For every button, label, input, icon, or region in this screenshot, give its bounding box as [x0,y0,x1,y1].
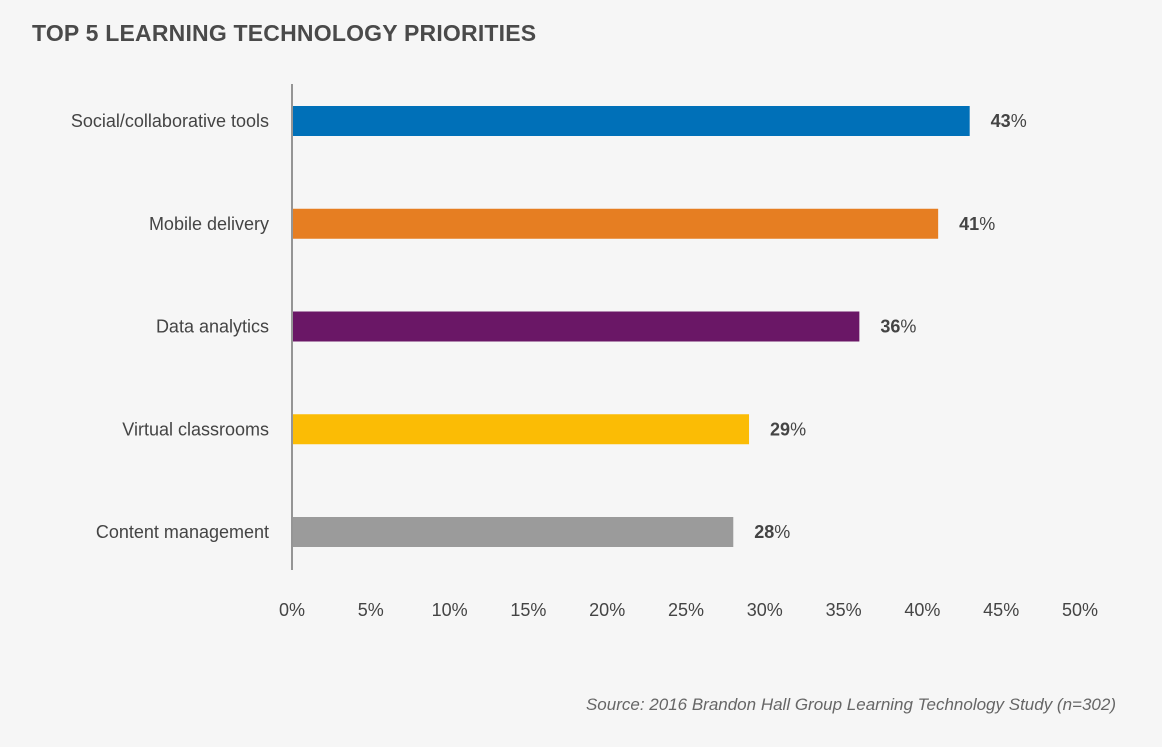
bar [293,311,860,342]
category-label: Content management [96,522,269,542]
value-label: 43% [991,111,1027,131]
x-tick-label: 5% [358,600,384,620]
x-tick-label: 20% [589,600,625,620]
x-tick-label: 25% [668,600,704,620]
value-label: 28% [754,522,790,542]
x-tick-label: 35% [826,600,862,620]
category-label: Mobile delivery [149,214,269,234]
source-note: Source: 2016 Brandon Hall Group Learning… [585,695,1116,714]
value-label: 41% [959,214,995,234]
x-tick-label: 15% [510,600,546,620]
chart-title: TOP 5 LEARNING TECHNOLOGY PRIORITIES [32,20,537,46]
bar [293,517,734,547]
category-label: Virtual classrooms [122,419,269,439]
x-tick-label: 0% [279,600,305,620]
bar [293,106,970,136]
x-tick-label: 50% [1062,600,1098,620]
category-label: Data analytics [156,317,269,337]
bar [293,414,750,445]
category-label: Social/collaborative tools [71,111,269,131]
x-tick-label: 10% [432,600,468,620]
value-label: 29% [770,419,806,439]
x-tick-label: 30% [747,600,783,620]
x-tick-label: 45% [983,600,1019,620]
bar [293,208,939,239]
value-label: 36% [880,317,916,337]
x-tick-label: 40% [904,600,940,620]
